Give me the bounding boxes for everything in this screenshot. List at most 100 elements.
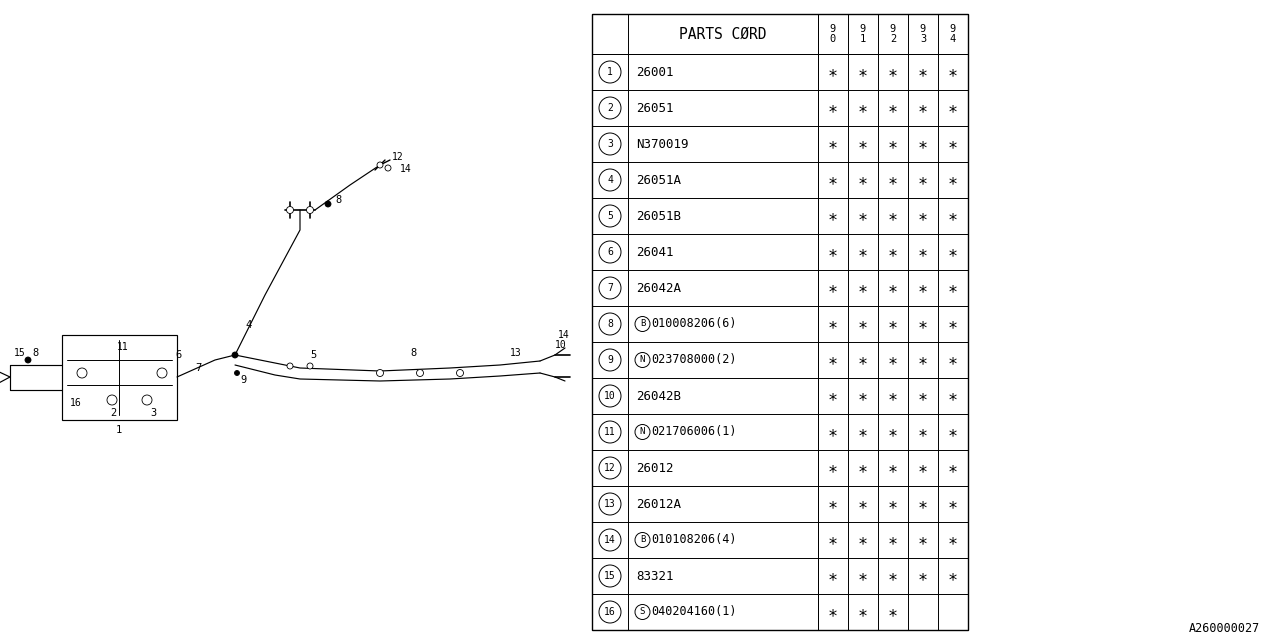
Text: 2: 2 — [890, 34, 896, 44]
Circle shape — [287, 207, 293, 214]
Text: ∗: ∗ — [948, 135, 957, 153]
Circle shape — [599, 313, 621, 335]
Circle shape — [599, 601, 621, 623]
Circle shape — [599, 421, 621, 443]
Circle shape — [599, 385, 621, 407]
Text: 040204160(1): 040204160(1) — [652, 605, 736, 618]
Circle shape — [599, 241, 621, 263]
Text: ∗: ∗ — [888, 243, 899, 261]
Text: 26051A: 26051A — [636, 173, 681, 186]
Text: 14: 14 — [558, 330, 570, 340]
Text: 13: 13 — [509, 348, 522, 358]
Text: 9: 9 — [890, 24, 896, 34]
Text: 14: 14 — [604, 535, 616, 545]
Text: ∗: ∗ — [888, 63, 899, 81]
Text: ∗: ∗ — [828, 603, 838, 621]
Circle shape — [599, 277, 621, 299]
Circle shape — [157, 368, 166, 378]
Circle shape — [599, 493, 621, 515]
Text: ∗: ∗ — [888, 567, 899, 585]
Text: ∗: ∗ — [948, 99, 957, 117]
Text: ∗: ∗ — [828, 207, 838, 225]
Text: PARTS CØRD: PARTS CØRD — [680, 26, 767, 42]
Text: ∗: ∗ — [948, 423, 957, 441]
Circle shape — [385, 165, 390, 171]
Text: ∗: ∗ — [828, 315, 838, 333]
Text: N: N — [640, 428, 645, 436]
Text: 1: 1 — [116, 425, 122, 435]
Circle shape — [287, 363, 293, 369]
Circle shape — [307, 363, 314, 369]
Text: 83321: 83321 — [636, 570, 673, 582]
Circle shape — [325, 201, 332, 207]
Text: ∗: ∗ — [858, 207, 868, 225]
Text: ∗: ∗ — [888, 351, 899, 369]
Text: 4: 4 — [950, 34, 956, 44]
Text: ∗: ∗ — [888, 279, 899, 297]
Circle shape — [599, 565, 621, 587]
Text: ∗: ∗ — [948, 207, 957, 225]
Text: 6: 6 — [607, 247, 613, 257]
Text: ∗: ∗ — [858, 387, 868, 405]
Circle shape — [635, 424, 650, 440]
Text: 021706006(1): 021706006(1) — [652, 426, 736, 438]
Text: ∗: ∗ — [858, 531, 868, 549]
Circle shape — [635, 532, 650, 547]
Text: 14: 14 — [399, 164, 412, 174]
Text: 3: 3 — [150, 408, 156, 418]
Text: ∗: ∗ — [918, 315, 928, 333]
Text: ∗: ∗ — [858, 351, 868, 369]
Text: ∗: ∗ — [858, 495, 868, 513]
Circle shape — [599, 529, 621, 551]
Text: ∗: ∗ — [948, 531, 957, 549]
Text: ∗: ∗ — [828, 63, 838, 81]
Text: 5: 5 — [310, 350, 316, 360]
Text: 26012A: 26012A — [636, 497, 681, 511]
Circle shape — [599, 133, 621, 155]
Text: S: S — [640, 607, 645, 616]
Text: ∗: ∗ — [888, 99, 899, 117]
Text: 3: 3 — [920, 34, 927, 44]
Text: B: B — [640, 536, 645, 545]
Text: N: N — [640, 355, 645, 365]
Text: ∗: ∗ — [858, 99, 868, 117]
Circle shape — [232, 352, 238, 358]
Text: A260000027: A260000027 — [1189, 621, 1260, 634]
Text: 1: 1 — [607, 67, 613, 77]
Text: ∗: ∗ — [888, 495, 899, 513]
Bar — [591, 14, 968, 630]
Circle shape — [635, 317, 650, 332]
Text: ∗: ∗ — [858, 243, 868, 261]
Text: ∗: ∗ — [828, 243, 838, 261]
Circle shape — [599, 169, 621, 191]
Text: 6: 6 — [175, 350, 182, 360]
Text: 26042B: 26042B — [636, 390, 681, 403]
Text: 7: 7 — [195, 363, 201, 373]
Text: ∗: ∗ — [918, 135, 928, 153]
Text: ∗: ∗ — [918, 567, 928, 585]
Text: ∗: ∗ — [918, 423, 928, 441]
Text: ∗: ∗ — [918, 207, 928, 225]
Bar — [61, 335, 177, 420]
Text: 26051: 26051 — [636, 102, 673, 115]
Text: ∗: ∗ — [948, 459, 957, 477]
Circle shape — [376, 369, 384, 376]
Text: 4: 4 — [244, 320, 251, 330]
Text: 4: 4 — [607, 175, 613, 185]
Text: ∗: ∗ — [918, 351, 928, 369]
Circle shape — [26, 357, 31, 363]
Text: 2: 2 — [607, 103, 613, 113]
Text: ∗: ∗ — [888, 135, 899, 153]
Text: ∗: ∗ — [828, 495, 838, 513]
Text: 11: 11 — [604, 427, 616, 437]
Text: 26041: 26041 — [636, 246, 673, 259]
Text: 15: 15 — [14, 348, 26, 358]
Text: ∗: ∗ — [858, 135, 868, 153]
Text: ∗: ∗ — [828, 351, 838, 369]
Text: 16: 16 — [70, 398, 82, 408]
Circle shape — [599, 97, 621, 119]
Text: 9: 9 — [829, 24, 836, 34]
Text: ∗: ∗ — [828, 423, 838, 441]
Text: ∗: ∗ — [948, 495, 957, 513]
Text: ∗: ∗ — [948, 171, 957, 189]
